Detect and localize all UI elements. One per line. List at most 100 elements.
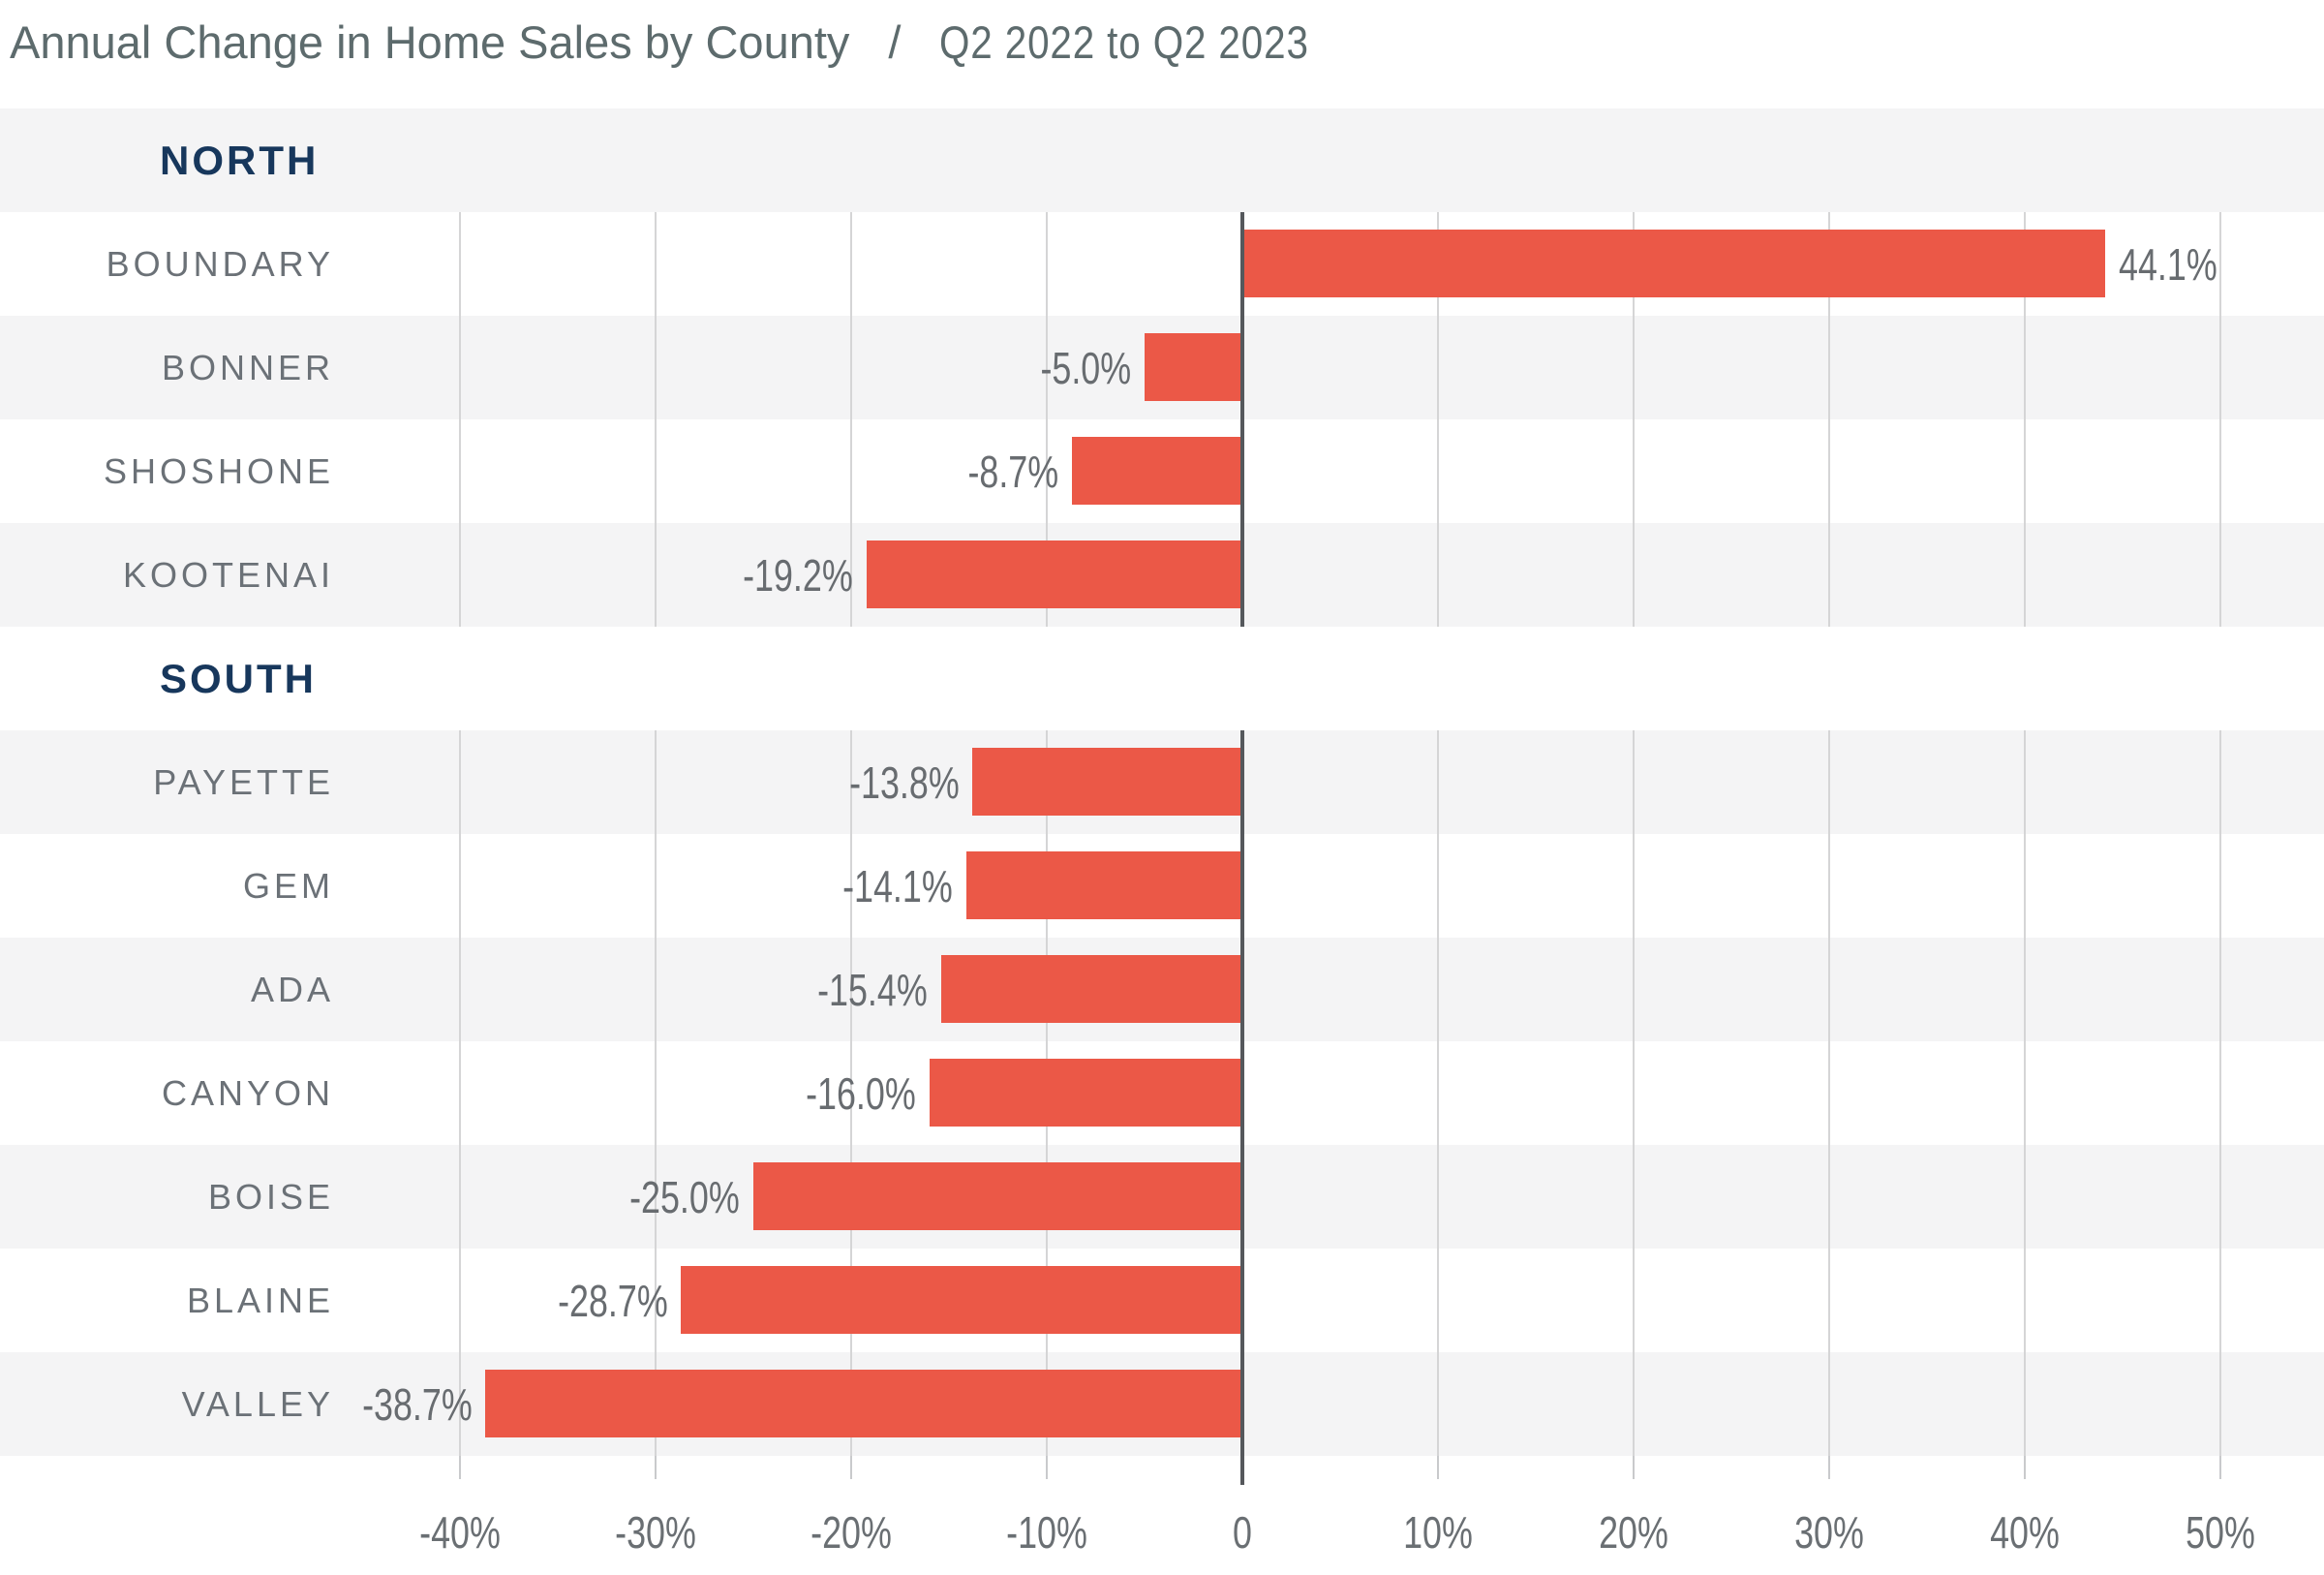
gridline--40 [459, 1352, 461, 1456]
zero-axis-segment [1240, 316, 1244, 419]
zero-axis-segment [1240, 1145, 1244, 1249]
axis-tick-0 [1240, 1456, 1244, 1485]
gridline--20 [850, 938, 852, 1041]
gridline-10 [1437, 316, 1439, 419]
chart-title-daterange: Q2 2022 to Q2 2023 [939, 16, 1310, 68]
gridline--30 [655, 419, 657, 523]
zero-axis-segment [1240, 1041, 1244, 1145]
axis-tick-label-50: 50% [2186, 1507, 2255, 1558]
bar-boise [753, 1162, 1242, 1230]
gridline--20 [850, 212, 852, 316]
gridline-20 [1633, 1352, 1635, 1456]
gridline--30 [655, 1145, 657, 1249]
gridline-10 [1437, 419, 1439, 523]
axis-tick--40 [459, 1456, 461, 1479]
zero-axis-segment [1240, 523, 1244, 627]
axis-tick--10 [1046, 1456, 1048, 1479]
gridline-10 [1437, 523, 1439, 627]
bar-blaine [681, 1266, 1242, 1334]
gridline--30 [655, 730, 657, 834]
gridline--10 [1046, 212, 1048, 316]
gridline--20 [850, 419, 852, 523]
row-gem: GEM -14.1% [0, 834, 2324, 938]
bar-payette [972, 748, 1242, 816]
gridline-30 [1828, 938, 1830, 1041]
gridline--40 [459, 834, 461, 938]
gridline--10 [1046, 419, 1048, 523]
gridline--40 [459, 938, 461, 1041]
gridline-50 [2219, 1249, 2221, 1352]
value-label-ada: -15.4% [817, 964, 928, 1015]
gridline--40 [459, 1041, 461, 1145]
county-label-kootenai: KOOTENAI [122, 554, 334, 595]
gridline-20 [1633, 419, 1635, 523]
county-label-shoshone: SHOSHONE [103, 450, 334, 491]
gridline-10 [1437, 938, 1439, 1041]
gridline-30 [1828, 1249, 1830, 1352]
axis-tick--20 [850, 1456, 852, 1479]
gridline-10 [1437, 1145, 1439, 1249]
county-label-payette: PAYETTE [153, 761, 334, 802]
gridline--30 [655, 834, 657, 938]
bar-valley [485, 1370, 1242, 1437]
zero-axis-segment [1240, 834, 1244, 938]
gridline-40 [2024, 316, 2026, 419]
value-label-kootenai: -19.2% [743, 549, 854, 601]
value-label-blaine: -28.7% [557, 1275, 668, 1326]
gridline-30 [1828, 419, 1830, 523]
axis-tick-label--10: -10% [1006, 1507, 1087, 1558]
axis-tick-label--20: -20% [810, 1507, 892, 1558]
value-label-gem: -14.1% [842, 860, 954, 911]
row-ada: ADA -15.4% [0, 938, 2324, 1041]
gridline--20 [850, 316, 852, 419]
gridline-30 [1828, 730, 1830, 834]
county-label-canyon: CANYON [161, 1072, 334, 1113]
county-label-blaine: BLAINE [186, 1280, 334, 1320]
value-label-shoshone: -8.7% [967, 446, 1059, 497]
bar-ada [940, 955, 1242, 1023]
gridline--30 [655, 938, 657, 1041]
gridline-10 [1437, 1041, 1439, 1145]
gridline-40 [2024, 938, 2026, 1041]
county-label-valley: VALLEY [181, 1383, 334, 1424]
gridline-20 [1633, 1249, 1635, 1352]
zero-axis-segment [1240, 730, 1244, 834]
gridline--40 [459, 1249, 461, 1352]
zero-axis-segment [1240, 1249, 1244, 1352]
value-label-valley: -38.7% [361, 1378, 473, 1430]
gridline--30 [655, 212, 657, 316]
gridline-40 [2024, 1352, 2026, 1456]
gridline--10 [1046, 316, 1048, 419]
gridline--40 [459, 316, 461, 419]
gridline-50 [2219, 1352, 2221, 1456]
gridline--20 [850, 523, 852, 627]
gridline-10 [1437, 1249, 1439, 1352]
gridline--20 [850, 1041, 852, 1145]
value-label-canyon: -16.0% [806, 1067, 916, 1119]
zero-axis-segment [1240, 938, 1244, 1041]
gridline-50 [2219, 316, 2221, 419]
row-canyon: CANYON -16.0% [0, 1041, 2324, 1145]
row-payette: PAYETTE -13.8% [0, 730, 2324, 834]
axis-tick-20 [1633, 1456, 1635, 1479]
gridline-40 [2024, 1249, 2026, 1352]
gridline--30 [655, 523, 657, 627]
axis-tick-label-10: 10% [1403, 1507, 1473, 1558]
row-boise: BOISE -25.0% [0, 1145, 2324, 1249]
row-kootenai: KOOTENAI -19.2% [0, 523, 2324, 627]
axis-tick-label--40: -40% [419, 1507, 501, 1558]
gridline-50 [2219, 1145, 2221, 1249]
bar-canyon [929, 1059, 1242, 1127]
gridline-30 [1828, 1352, 1830, 1456]
group-header-south: SOUTH [160, 655, 317, 701]
bar-boundary [1242, 230, 2105, 297]
gridline-30 [1828, 834, 1830, 938]
gridline-10 [1437, 834, 1439, 938]
county-label-boise: BOISE [207, 1176, 334, 1217]
group-header-north: NORTH [160, 137, 320, 183]
gridline--40 [459, 419, 461, 523]
axis-tick-30 [1828, 1456, 1830, 1479]
group-header-row-north: NORTH [0, 108, 2324, 212]
gridline-20 [1633, 1041, 1635, 1145]
